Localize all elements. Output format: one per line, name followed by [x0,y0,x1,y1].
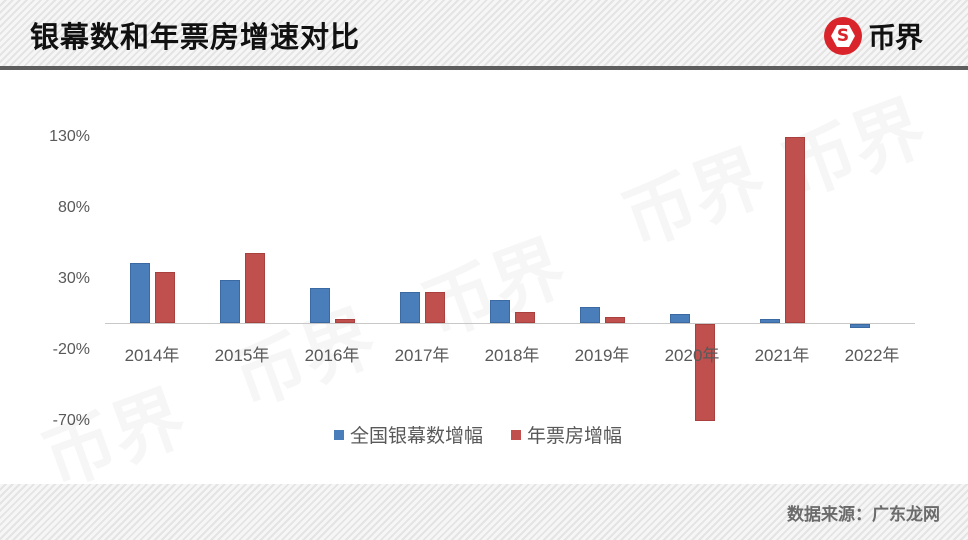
legend-swatch-icon [511,429,522,440]
y-tick-label: 30% [57,270,90,288]
y-tick-label: -20% [52,341,90,359]
bar-screen-growth [219,280,240,323]
watermark: 币界 [406,209,577,357]
x-tick-label: 2016年 [304,346,360,365]
bar-chart: 130%80%30%-20%-70% 币界币界币界币界币界2014年2015年2… [0,70,968,484]
legend-label: 年票房增幅 [527,425,623,447]
bar-boxoffice-growth [334,318,355,323]
y-axis: 130% 80% 30% -20% -70% [0,70,90,484]
legend-item: 全国银幕数增幅 [334,421,483,448]
bar-boxoffice-growth [694,324,715,421]
bar-screen-growth [129,263,150,323]
bar-boxoffice-growth [604,317,625,323]
s-hexagon-logo-icon: S [824,17,862,55]
x-tick-label: 2014年 [124,346,180,365]
bar-screen-growth [759,318,780,323]
x-tick-label: 2022年 [844,346,900,365]
bar-boxoffice-growth [784,136,805,323]
x-tick-label: 2015年 [214,346,270,365]
bar-screen-growth [669,314,690,323]
bar-screen-growth [309,287,330,323]
bar-boxoffice-growth [244,253,265,323]
x-tick-label: 2017年 [394,346,450,365]
header-divider [0,66,968,70]
y-tick-label: -70% [52,412,90,430]
legend-label: 全国银幕数增幅 [350,425,484,447]
bar-screen-growth [399,291,420,323]
bar-screen-growth [579,307,600,323]
x-tick-label: 2020年 [664,346,720,365]
bar-boxoffice-growth [514,311,535,323]
legend-item: 年票房增幅 [511,421,622,448]
bar-screen-growth [849,324,870,329]
y-tick-label: 130% [49,128,90,146]
footer-band [0,484,968,540]
legend-swatch-icon [334,429,344,440]
data-source-note: 数据来源：广东龙网 [787,505,940,525]
chart-title: 银幕数和年票房增速对比 [30,20,361,54]
x-tick-label: 2021年 [754,346,810,365]
watermark: 币界 [606,119,777,267]
bar-boxoffice-growth [424,291,445,323]
brand-logo: S 币界 [824,16,923,56]
bar-screen-growth [489,300,510,323]
header-band [0,0,968,66]
x-tick-label: 2018年 [484,346,540,365]
x-tick-label: 2019年 [574,346,630,365]
chart-legend: 全国银幕数增幅 年票房增幅 [334,421,650,448]
y-tick-label: 80% [57,199,90,217]
bar-boxoffice-growth [154,271,175,323]
logo-text: 币界 [868,21,923,54]
x-axis-line [105,323,915,324]
